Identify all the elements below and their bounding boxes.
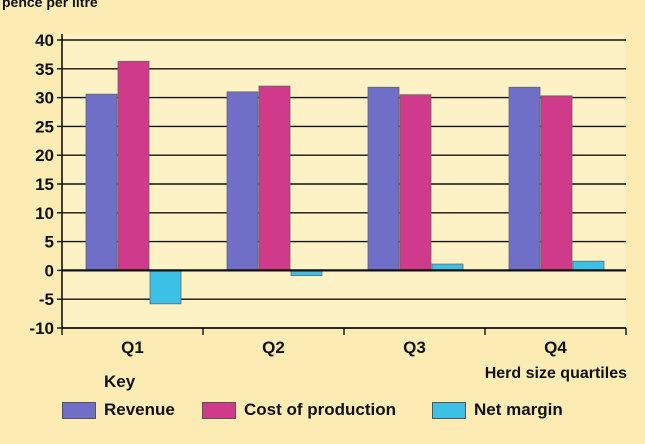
legend-swatch: [62, 401, 96, 419]
y-tick-label: 20: [35, 146, 54, 165]
y-axis-label: pence per litre: [2, 0, 98, 10]
y-tick-label: 0: [45, 261, 54, 280]
legend-item: Cost of production: [202, 400, 396, 420]
bar-cost-of-production-q1: [117, 60, 150, 271]
x-tick-label: Q1: [121, 338, 144, 357]
x-axis-label: Herd size quartiles: [484, 365, 627, 382]
bar-cost-of-production-q2: [258, 85, 291, 271]
legend-label: Revenue: [104, 400, 175, 419]
y-tick-label: -5: [39, 290, 54, 309]
legend-swatch: [202, 401, 236, 419]
bar-cost-of-production-q3: [399, 94, 432, 271]
y-tick-label: 15: [35, 175, 54, 194]
bar-cost-of-production-q4: [540, 95, 573, 271]
bar-net-margin-q1: [149, 269, 182, 305]
bar-revenue-q2: [226, 91, 259, 271]
bar-revenue-q4: [508, 86, 541, 271]
bar-net-margin-q4: [572, 260, 605, 271]
y-tick-label: 5: [45, 233, 54, 252]
y-tick-label: 10: [35, 204, 54, 223]
bar-revenue-q3: [367, 86, 400, 271]
y-tick-label: 35: [35, 60, 54, 79]
legend-item: Revenue: [62, 400, 175, 420]
y-tick-label: 30: [35, 89, 54, 108]
y-tick-label: -10: [29, 319, 54, 338]
x-tick-label: Q3: [403, 338, 426, 357]
x-tick-label: Q2: [262, 338, 285, 357]
legend-title: Key: [104, 372, 136, 391]
legend-item: Net margin: [432, 400, 563, 420]
legend-swatch: [432, 401, 466, 419]
legend-label: Cost of production: [244, 400, 397, 419]
legend-label: Net margin: [474, 400, 563, 419]
y-tick-label: 25: [35, 117, 54, 136]
x-tick-label: Q4: [544, 338, 567, 357]
legend: Revenue Cost of production Net margin: [62, 400, 642, 424]
bar-revenue-q1: [85, 93, 118, 271]
y-tick-label: 40: [35, 31, 54, 50]
